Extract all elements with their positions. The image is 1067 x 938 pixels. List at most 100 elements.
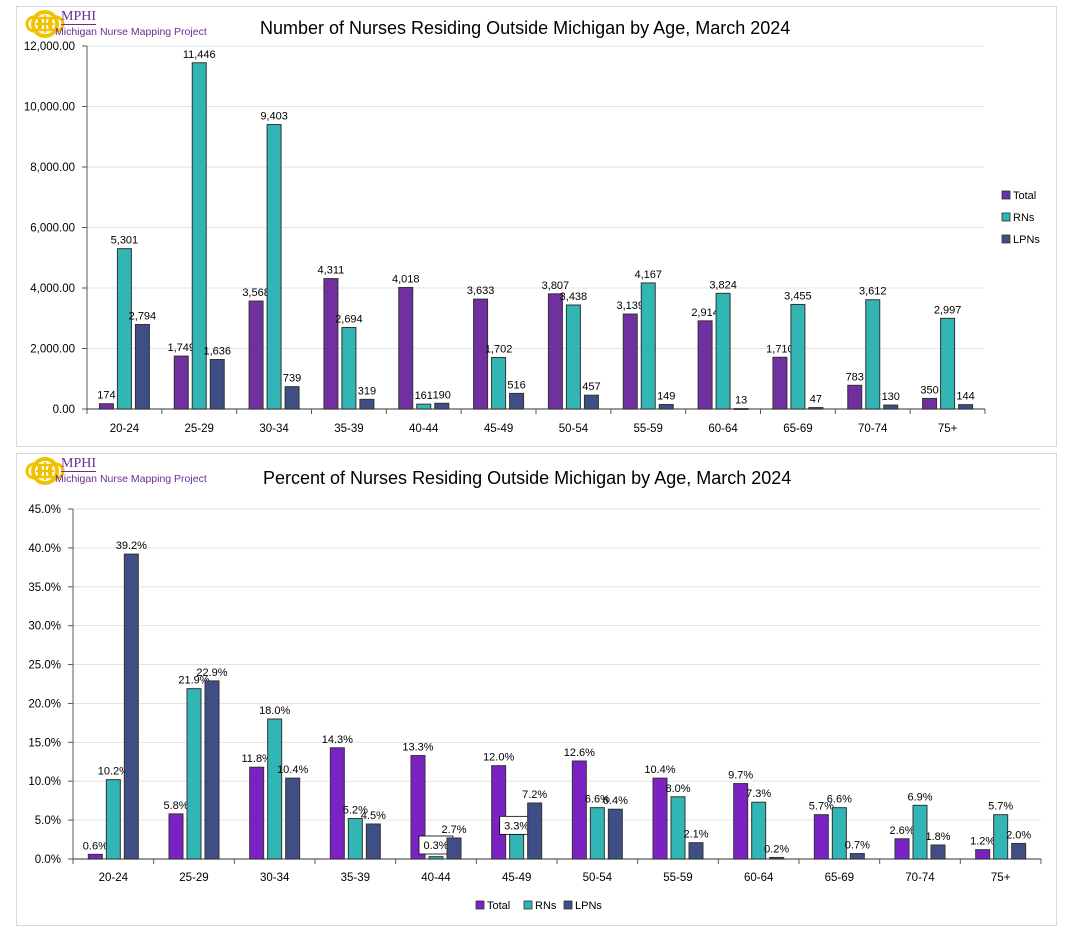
legend-label-lpns: LPNs — [575, 900, 602, 912]
x-tick-label: 40-44 — [421, 872, 451, 884]
data-label: 0.3% — [423, 840, 448, 852]
bar-lpns — [849, 853, 865, 860]
data-label: 783 — [846, 371, 864, 383]
y-tick-label: 35.0% — [28, 582, 61, 594]
y-tick-label: 0.00 — [53, 404, 75, 416]
x-tick-label: 40-44 — [409, 423, 439, 435]
bar-total — [922, 397, 938, 410]
bar-lpns — [583, 394, 599, 410]
percent-chart-panel: MPHI Michigan Nurse Mapping Project Perc… — [16, 453, 1057, 926]
y-tick-label: 25.0% — [28, 660, 61, 672]
data-label: 1,702 — [485, 344, 513, 356]
data-label: 350 — [920, 384, 938, 396]
bar-total — [248, 300, 264, 410]
data-label: 161 — [415, 390, 433, 402]
bar-lpns — [658, 403, 674, 410]
x-tick-label: 50-54 — [583, 872, 613, 884]
x-tick-label: 60-64 — [708, 423, 738, 435]
bar-lpns — [883, 404, 899, 410]
data-label: 5.7% — [988, 801, 1013, 813]
data-label: 10.2% — [98, 766, 129, 778]
bar-rns — [865, 299, 881, 410]
data-label: 2,914 — [691, 307, 719, 319]
data-label: 319 — [358, 385, 376, 397]
mphi-logo: MPHI Michigan Nurse Mapping Project — [21, 7, 221, 43]
data-label: 39.2% — [116, 540, 147, 552]
data-label: 1,749 — [167, 342, 195, 354]
data-label: 10.4% — [644, 764, 675, 776]
bar-total — [622, 313, 638, 410]
y-tick-label: 5.0% — [35, 815, 61, 827]
bar-rns — [993, 814, 1009, 860]
bar-lpns — [769, 856, 785, 860]
bar-total — [323, 278, 339, 410]
data-label: 3,438 — [560, 291, 588, 303]
bar-rns — [105, 779, 121, 860]
logo-subtitle: Michigan Nurse Mapping Project — [55, 26, 207, 38]
y-tick-label: 15.0% — [28, 737, 61, 749]
y-tick-label: 40.0% — [28, 543, 61, 555]
percent-chart-svg: 0.0% 5.0% 10.0% 15.0% 20.0% 25.0% 30.0% 35.0% 40… — [28, 504, 1042, 912]
bar-lpns — [365, 823, 381, 860]
y-tick-label: 6,000.00 — [30, 223, 75, 235]
bar-total — [847, 384, 863, 410]
x-tick-label: 55-59 — [663, 872, 692, 884]
legend-label-lpns: LPNs — [1013, 234, 1040, 246]
bar-total — [398, 286, 414, 410]
data-label: 2.6% — [889, 825, 914, 837]
y-tick-label: 10.0% — [28, 776, 61, 788]
data-label: 22.9% — [196, 667, 227, 679]
y-tick-label: 0.0% — [35, 854, 61, 866]
x-tick-label: 25-29 — [185, 423, 214, 435]
bar-rns — [186, 688, 202, 860]
data-label: 4.5% — [361, 810, 386, 822]
data-label: 174 — [97, 390, 115, 402]
data-label: 6.9% — [907, 791, 932, 803]
x-tick-label: 20-24 — [99, 872, 129, 884]
bar-total — [975, 849, 991, 860]
data-label: 5.8% — [163, 800, 188, 812]
data-label: 4,018 — [392, 273, 420, 285]
data-label: 11,446 — [183, 49, 216, 61]
y-tick-label: 8,000.00 — [30, 162, 75, 174]
x-tick-label: 55-59 — [634, 423, 663, 435]
y-tick-label: 10,000.00 — [24, 102, 75, 114]
legend-label-rns: RNs — [535, 900, 557, 912]
bar-total — [894, 838, 910, 860]
x-tick-label: 20-24 — [110, 423, 140, 435]
data-label: 3,455 — [784, 290, 812, 302]
bar-total — [168, 813, 184, 860]
data-label: 0.2% — [764, 843, 789, 855]
x-tick-label: 65-69 — [825, 872, 854, 884]
bar-rns — [428, 856, 444, 860]
bar-rns — [191, 62, 207, 410]
bar-rns — [751, 801, 767, 860]
data-label: 0.6% — [83, 840, 108, 852]
bar-rns — [912, 804, 928, 860]
legend-swatch-lpns — [1001, 234, 1011, 244]
data-label: 2.0% — [1006, 829, 1031, 841]
bar-rns — [266, 124, 282, 410]
data-label: 4,311 — [318, 265, 345, 277]
logo-org: MPHI — [61, 456, 97, 472]
bar-lpns — [134, 323, 150, 410]
bar-lpns — [434, 402, 450, 410]
x-tick-label: 35-39 — [334, 423, 363, 435]
x-tick-label: 75+ — [991, 872, 1011, 884]
legend-label-total: Total — [1013, 190, 1036, 202]
data-label: 8.0% — [665, 783, 690, 795]
data-label: 7.3% — [746, 788, 771, 800]
y-tick-label: 20.0% — [28, 698, 61, 710]
bar-rns — [715, 292, 731, 410]
y-tick-label: 45.0% — [28, 504, 61, 516]
logo-org: MPHI — [61, 9, 97, 25]
data-label: 3,824 — [709, 279, 737, 291]
legend-label-rns: RNs — [1013, 212, 1035, 224]
x-tick-label: 35-39 — [341, 872, 370, 884]
x-tick-label: 60-64 — [744, 872, 774, 884]
bar-lpns — [284, 386, 300, 410]
data-label: 2,694 — [335, 314, 363, 326]
data-label: 2,997 — [934, 304, 962, 316]
x-tick-label: 30-34 — [259, 423, 289, 435]
data-label: 144 — [956, 391, 974, 403]
